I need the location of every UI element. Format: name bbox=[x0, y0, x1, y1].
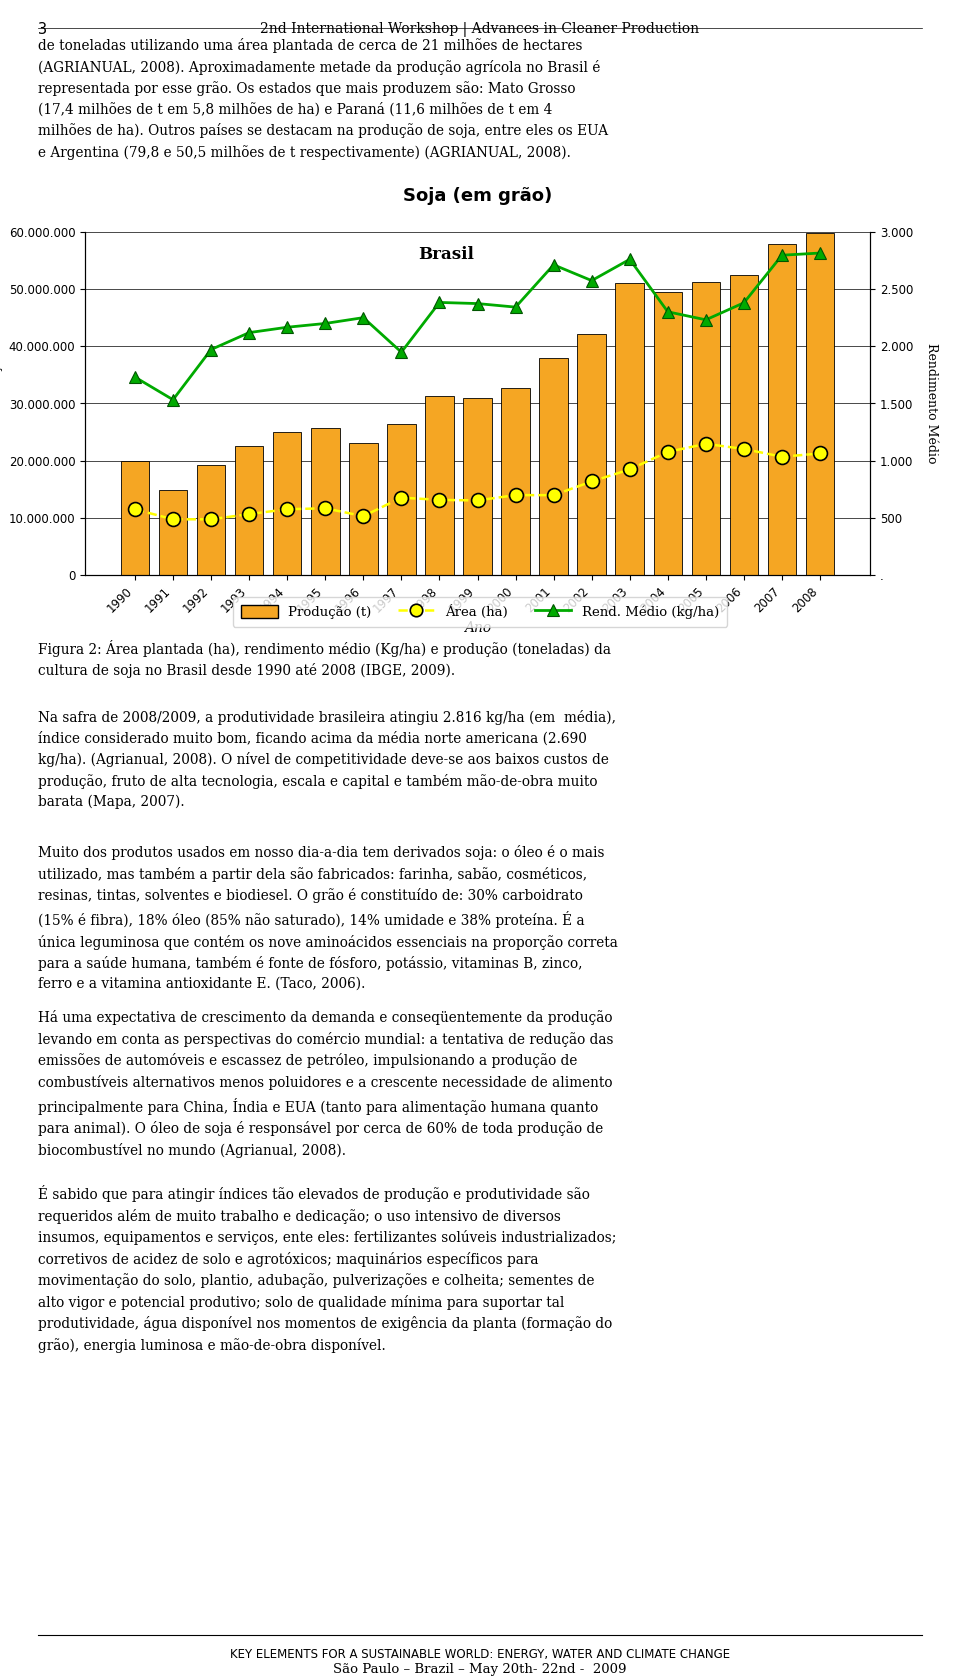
Bar bbox=[730, 275, 758, 575]
Bar bbox=[197, 466, 226, 575]
Text: 3: 3 bbox=[38, 22, 48, 37]
Bar bbox=[425, 396, 454, 575]
Text: Há uma expectativa de crescimento da demanda e conseqüentemente da produção
leva: Há uma expectativa de crescimento da dem… bbox=[38, 1011, 613, 1158]
Text: de toneladas utilizando uma área plantada de cerca de 21 milhões de hectares
(AG: de toneladas utilizando uma área plantad… bbox=[38, 39, 609, 159]
Bar bbox=[311, 427, 340, 575]
Bar bbox=[349, 442, 377, 575]
Text: Figura 2: Área plantada (ha), rendimento médio (Kg/ha) e produção (toneladas) da: Figura 2: Área plantada (ha), rendimento… bbox=[38, 640, 612, 679]
Bar bbox=[501, 387, 530, 575]
Bar bbox=[158, 489, 187, 575]
Text: 2nd International Workshop | Advances in Cleaner Production: 2nd International Workshop | Advances in… bbox=[260, 22, 700, 37]
Text: Muito dos produtos usados em nosso dia-a-dia tem derivados soja: o óleo é o mais: Muito dos produtos usados em nosso dia-a… bbox=[38, 845, 618, 991]
Title: Soja (em grão): Soja (em grão) bbox=[403, 188, 552, 206]
Bar bbox=[540, 359, 568, 575]
Text: São Paulo – Brazil – May 20th- 22nd -  2009: São Paulo – Brazil – May 20th- 22nd - 20… bbox=[333, 1663, 627, 1676]
Text: Brasil: Brasil bbox=[419, 246, 474, 263]
Text: KEY ELEMENTS FOR A SUSTAINABLE WORLD: ENERGY, WATER AND CLIMATE CHANGE: KEY ELEMENTS FOR A SUSTAINABLE WORLD: EN… bbox=[230, 1648, 730, 1661]
Bar bbox=[805, 233, 834, 575]
X-axis label: Ano: Ano bbox=[464, 620, 492, 635]
Bar bbox=[387, 424, 416, 575]
Bar bbox=[273, 432, 301, 575]
Bar bbox=[464, 397, 492, 575]
Bar bbox=[577, 334, 606, 575]
Bar bbox=[691, 283, 720, 575]
Bar bbox=[615, 283, 644, 575]
Bar bbox=[121, 461, 149, 575]
Bar bbox=[768, 245, 796, 575]
Text: Na safra de 2008/2009, a produtividade brasileira atingiu 2.816 kg/ha (em  média: Na safra de 2008/2009, a produtividade b… bbox=[38, 711, 616, 810]
Bar bbox=[654, 292, 682, 575]
Legend: Produção (t), Área (ha), Rend. Médio (kg/ha): Produção (t), Área (ha), Rend. Médio (kg… bbox=[233, 597, 727, 627]
Text: É sabido que para atingir índices tão elevados de produção e produtividade são
r: É sabido que para atingir índices tão el… bbox=[38, 1185, 616, 1353]
Bar bbox=[235, 446, 263, 575]
Y-axis label: Rendimento Médio: Rendimento Médio bbox=[925, 344, 938, 464]
Y-axis label: Área e Produção: Área e Produção bbox=[0, 350, 3, 456]
